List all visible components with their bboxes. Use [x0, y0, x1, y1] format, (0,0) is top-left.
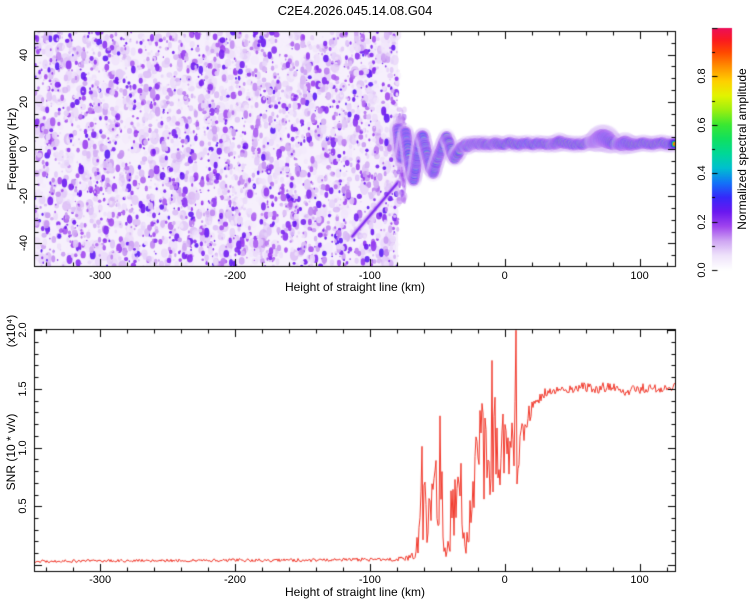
snr-y-tick-label: 0.5 — [17, 498, 29, 514]
snr-x-tick-label: 0 — [501, 574, 508, 586]
spectrogram-x-tick-label: -100 — [358, 270, 381, 282]
colorbar-tick-label: 0.2 — [696, 213, 708, 230]
spectrogram-x-axis-label: Height of straight line (km) — [284, 280, 426, 294]
spectrogram-y-tick-label: -20 — [18, 188, 30, 205]
colorbar-tick-label: 0.6 — [696, 117, 708, 133]
colorbar-tick-label: 0.0 — [696, 262, 708, 278]
snr-y-tick-label: 1.5 — [17, 381, 29, 397]
colorbar-tick-label: 0.4 — [696, 165, 708, 181]
spectrogram-x-tick-label: 0 — [501, 270, 508, 282]
snr-x-tick-label: -300 — [89, 574, 112, 586]
spectrogram-x-tick-label: -300 — [89, 270, 112, 282]
snr-y-axis-label: SNR (10 * v/v) — [4, 413, 18, 491]
spectrogram-y-tick-label: 40 — [18, 48, 30, 61]
colorbar-label: Normalized spectral amplitude — [735, 68, 749, 230]
snr-x-axis-label: Height of straight line (km) — [284, 585, 426, 599]
spectrogram-y-axis-label: Frequency (Hz) — [5, 107, 19, 191]
spectrogram-x-tick-label: -200 — [223, 270, 246, 282]
snr-y-tick-label: 1.0 — [17, 439, 29, 456]
colorbar-tick-label: 0.8 — [696, 68, 708, 85]
spectrogram-y-tick-label: 0 — [18, 145, 30, 153]
spectrogram-x-tick-label: 100 — [630, 270, 649, 282]
snr-x-tick-label: -100 — [358, 574, 381, 586]
spectrogram-y-tick-label: 20 — [18, 95, 30, 108]
snr-x-tick-label: 100 — [630, 574, 649, 586]
plot-title: C2E4.2026.045.14.08.G04 — [277, 3, 433, 18]
spectrogram-y-tick-label: -40 — [18, 235, 30, 252]
snr-y-tick-label: 2.0 — [17, 322, 29, 338]
snr-y-scale-label: (x10⁴) — [4, 314, 18, 348]
snr-x-tick-label: -200 — [223, 574, 246, 586]
